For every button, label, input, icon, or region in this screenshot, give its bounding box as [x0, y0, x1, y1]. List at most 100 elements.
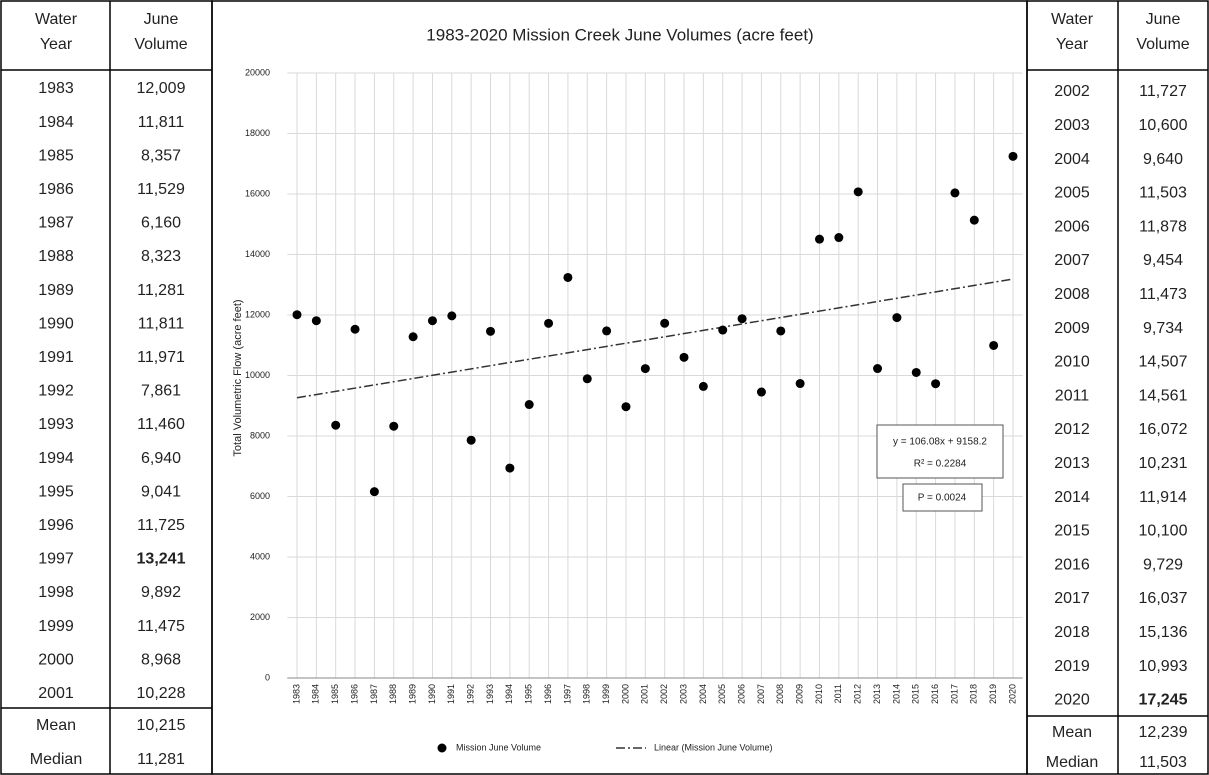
table-cell: 8,968 — [141, 651, 181, 668]
x-tick-label: 2015 — [911, 684, 921, 704]
x-tick-label: 2020 — [1007, 684, 1017, 704]
table-cell: 14,561 — [1139, 387, 1188, 404]
x-tick-label: 1992 — [466, 684, 476, 704]
x-tick-label: 2016 — [930, 684, 940, 704]
annotation: P = 0.0024 — [918, 493, 967, 504]
table-cell: 1997 — [38, 551, 74, 568]
table-cell: 2012 — [1054, 421, 1090, 438]
x-tick-label: 2005 — [717, 684, 727, 704]
x-tick-label: 2007 — [756, 684, 766, 704]
x-tick-label: 1987 — [369, 684, 379, 704]
footer-cell: Mean — [36, 717, 76, 734]
table-cell: 14,507 — [1139, 354, 1188, 371]
table-cell: 15,136 — [1139, 624, 1188, 641]
table-cell: 11,971 — [137, 349, 185, 366]
data-point — [756, 387, 766, 397]
table-cell: 1991 — [38, 349, 74, 366]
table-cell: 9,041 — [141, 483, 181, 500]
data-point — [931, 379, 941, 389]
x-tick-label: 1989 — [407, 684, 417, 704]
x-tick-label: 2008 — [775, 684, 785, 704]
y-tick-label: 16000 — [245, 188, 270, 198]
annotation: y = 106.08x + 9158.2 — [893, 437, 987, 448]
data-point — [640, 364, 650, 374]
table-cell: 1985 — [38, 147, 74, 164]
table-cell: 11,878 — [1139, 218, 1187, 235]
table-cell: 1998 — [38, 584, 74, 601]
chart-border — [211, 0, 1028, 775]
table-cell: 11,473 — [1139, 286, 1187, 303]
table-cell: 1983 — [38, 80, 74, 97]
x-tick-label: 2009 — [795, 684, 805, 704]
table-cell: 13,241 — [137, 551, 186, 568]
table-cell: 11,725 — [137, 517, 185, 534]
table-cell: 1989 — [38, 282, 74, 299]
y-axis-label: Total Volumetric Flow (acre feet) — [232, 299, 244, 456]
table-cell: 11,811 — [138, 315, 185, 332]
table-cell: 1990 — [38, 315, 74, 332]
table-cell: 11,503 — [1139, 185, 1187, 202]
table-cell: 2009 — [1054, 320, 1090, 337]
y-tick-label: 18000 — [245, 128, 270, 138]
data-point — [853, 187, 863, 197]
x-tick-label: 2019 — [988, 684, 998, 704]
x-tick-label: 2002 — [659, 684, 669, 704]
table-cell: 11,529 — [137, 181, 185, 198]
data-point — [911, 367, 921, 377]
footer-cell: 10,215 — [137, 717, 186, 734]
table-cell: 11,460 — [137, 416, 185, 433]
table-cell: 1995 — [38, 483, 74, 500]
x-tick-label: 1990 — [427, 684, 437, 704]
data-point — [350, 324, 360, 334]
footer-cell: 11,281 — [137, 751, 185, 768]
data-point — [718, 325, 728, 335]
data-point — [505, 463, 515, 473]
data-point — [795, 379, 805, 389]
table-cell: 2010 — [1054, 354, 1090, 371]
table-cell: 9,640 — [1143, 151, 1183, 168]
table-cell: 6,940 — [141, 450, 181, 467]
data-point — [447, 311, 457, 321]
x-tick-label: 2003 — [678, 684, 688, 704]
data-point — [873, 364, 883, 374]
data-point — [524, 400, 534, 410]
data-point — [660, 318, 670, 328]
data-point — [814, 234, 824, 244]
table-cell: 2016 — [1054, 556, 1090, 573]
x-tick-label: 2010 — [814, 684, 824, 704]
table-cell: 16,072 — [1139, 421, 1188, 438]
x-tick-label: 2004 — [698, 684, 708, 704]
table-cell: 2018 — [1054, 624, 1090, 641]
x-tick-label: 1991 — [446, 684, 456, 704]
x-tick-label: 2006 — [736, 684, 746, 704]
table-cell: 11,914 — [1139, 489, 1187, 506]
y-tick-label: 2000 — [250, 612, 270, 622]
header-cell: June Volume — [1136, 11, 1189, 53]
footer-cell: 11,503 — [1139, 754, 1187, 771]
table-cell: 8,323 — [141, 248, 181, 265]
y-tick-label: 12000 — [245, 309, 270, 319]
table-cell: 1992 — [38, 383, 74, 400]
table-cell: 8,357 — [141, 147, 181, 164]
legend-label: Mission June Volume — [456, 742, 541, 752]
data-point — [544, 318, 554, 328]
legend-marker — [437, 743, 447, 753]
y-tick-label: 0 — [265, 672, 270, 682]
footer-cell: Median — [1046, 754, 1098, 771]
table-cell: 1984 — [38, 114, 74, 131]
table-cell: 10,231 — [1139, 455, 1188, 472]
table-cell: 11,281 — [137, 282, 185, 299]
annotation: R² = 0.2284 — [914, 459, 967, 470]
legend-label: Linear (Mission June Volume) — [654, 742, 773, 752]
header-cell: June Volume — [134, 11, 187, 53]
table-cell: 2002 — [1054, 83, 1090, 100]
table-cell: 10,100 — [1139, 523, 1188, 540]
data-point — [834, 233, 844, 243]
table-cell: 2003 — [1054, 117, 1090, 134]
data-point — [486, 326, 496, 336]
annotation-box — [876, 424, 1004, 479]
table-cell: 2013 — [1054, 455, 1090, 472]
table-cell: 2017 — [1054, 590, 1090, 607]
table-cell: 9,734 — [1143, 320, 1183, 337]
x-tick-label: 1996 — [543, 684, 553, 704]
